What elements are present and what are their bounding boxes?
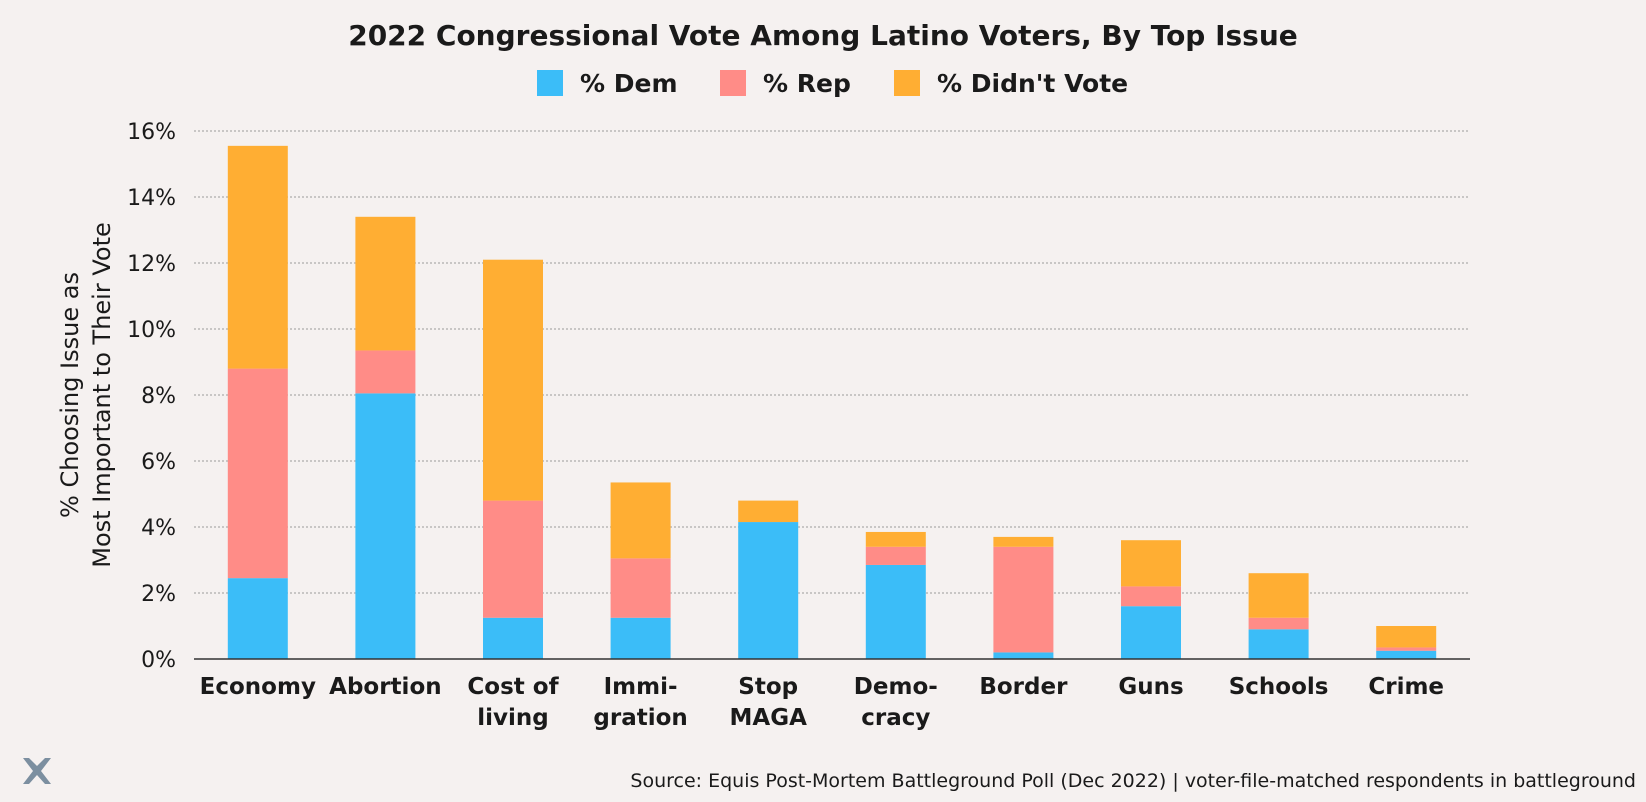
x-category-label-line: MAGA xyxy=(730,705,808,731)
bar-segment xyxy=(993,546,1054,653)
bar-segment xyxy=(1376,647,1437,651)
x-category-label: Crime xyxy=(1368,674,1444,700)
x-category-label-line: Guns xyxy=(1118,674,1183,700)
y-tick-label: 10% xyxy=(127,318,176,343)
legend: % Dem % Rep % Didn't Vote xyxy=(537,69,1128,98)
source-note: Source: Equis Post-Mortem Battleground P… xyxy=(630,770,1636,792)
x-category-label: Border xyxy=(979,674,1068,700)
legend-label-3: % Didn't Vote xyxy=(937,69,1128,98)
y-tick-label: 14% xyxy=(127,186,176,211)
chart-title: 2022 Congressional Vote Among Latino Vot… xyxy=(348,19,1298,52)
x-category-label-line: Abortion xyxy=(329,674,441,700)
bar-segment xyxy=(483,500,543,618)
bar-segment xyxy=(227,578,288,659)
bar-segment xyxy=(865,546,926,565)
y-axis-label: % Choosing Issue as Most Important to The… xyxy=(56,222,116,567)
x-category-label-line: cracy xyxy=(861,705,930,731)
bar-segment xyxy=(738,500,799,523)
legend-swatch-2 xyxy=(720,70,746,96)
bar-segment xyxy=(865,531,926,547)
y-tick-label: 12% xyxy=(127,252,176,277)
bar-segment xyxy=(227,368,288,579)
x-category-label: Cost of living xyxy=(467,674,559,731)
y-axis-title: % Choosing Issue as Most Important to The… xyxy=(56,222,116,567)
y-tick-label: 16% xyxy=(127,120,176,145)
x-category-label: Economy xyxy=(200,674,316,700)
x-category-label-line: gration xyxy=(593,705,687,731)
bar-segment xyxy=(993,652,1054,659)
x-category-label-line: Stop xyxy=(738,674,798,700)
bar-segment xyxy=(355,216,416,351)
bar-segment xyxy=(865,564,926,659)
x-category-label-line: Cost of xyxy=(467,674,559,700)
legend-swatch-3 xyxy=(894,70,920,96)
bar-segment xyxy=(1121,586,1181,607)
bar-segment xyxy=(1248,617,1309,630)
bar-segment xyxy=(1376,626,1437,648)
x-category-label: Stop MAGA xyxy=(730,674,808,731)
bar-segment xyxy=(355,350,416,394)
x-category-label-line: Demo- xyxy=(854,674,938,700)
x-category-label: Guns xyxy=(1118,674,1183,700)
x-category-label-line: Economy xyxy=(200,674,316,700)
bar-segment xyxy=(227,145,288,369)
legend-swatch-1 xyxy=(537,70,563,96)
x-category-label: Demo-cracy xyxy=(854,674,938,731)
bar-segment xyxy=(610,617,671,659)
bar-segment xyxy=(483,617,543,659)
bar-segment xyxy=(1121,606,1181,659)
bar-segment xyxy=(1248,629,1309,659)
bar-segment xyxy=(1376,650,1437,659)
bar-segment xyxy=(610,482,671,559)
bars xyxy=(227,145,1437,659)
x-category-label: Immi-gration xyxy=(593,674,687,731)
x-axis-category-labels: Economy Abortion Cost of living Immi-gration… xyxy=(200,674,1444,731)
legend-label-2: % Rep xyxy=(763,69,851,98)
y-axis-title-line: Most Important to Their Vote xyxy=(88,222,116,567)
x-category-label-line: Border xyxy=(979,674,1068,700)
x-category-label-line: Immi- xyxy=(604,674,678,700)
bar-segment xyxy=(738,522,799,659)
y-tick-label: 4% xyxy=(141,516,176,541)
bar-segment xyxy=(355,393,416,659)
x-category-label: Schools xyxy=(1229,674,1329,700)
y-tick-label: 2% xyxy=(141,582,176,607)
x-category-label-line: Crime xyxy=(1368,674,1444,700)
x-category-label-line: Schools xyxy=(1229,674,1329,700)
equis-x-logo-icon xyxy=(23,758,51,784)
legend-label-1: % Dem xyxy=(580,69,678,98)
y-tick-label: 8% xyxy=(141,384,176,409)
x-category-label-line: living xyxy=(477,705,548,731)
y-tick-label: 0% xyxy=(141,648,176,673)
bar-segment xyxy=(483,259,543,501)
bar-segment xyxy=(610,558,671,618)
y-axis-title-line: % Choosing Issue as xyxy=(56,272,84,518)
bar-segment xyxy=(993,536,1054,547)
y-tick-label: 6% xyxy=(141,450,176,475)
y-axis-ticks: 0% 2% 4% 6% 8% 10% 12% 14% 16% xyxy=(127,120,176,673)
x-category-label: Abortion xyxy=(329,674,441,700)
bar-segment xyxy=(1121,540,1181,587)
bar-segment xyxy=(1248,573,1309,618)
